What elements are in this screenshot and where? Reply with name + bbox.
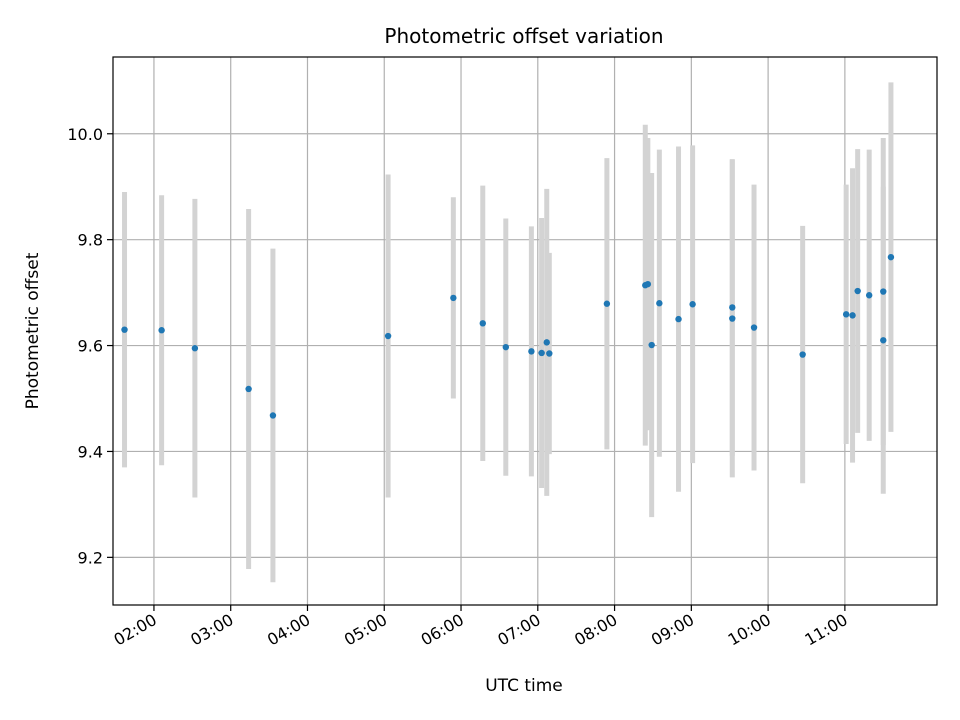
- data-point: [479, 320, 486, 327]
- data-point: [644, 280, 652, 288]
- x-tick-label: 10:00: [725, 610, 774, 650]
- y-tick-label: 9.4: [78, 442, 103, 461]
- data-point: [689, 301, 696, 308]
- y-tick-label: 9.2: [78, 548, 103, 567]
- data-point: [849, 312, 856, 319]
- grid-layer: [113, 57, 937, 605]
- y-axis-title: Photometric offset: [23, 252, 43, 409]
- data-point: [538, 349, 545, 357]
- data-point: [729, 304, 736, 311]
- data-point: [269, 412, 277, 419]
- x-tick-label: 03:00: [187, 610, 236, 650]
- data-point: [191, 345, 199, 352]
- data-point: [450, 294, 457, 302]
- data-point: [502, 343, 510, 351]
- data-point: [880, 288, 887, 295]
- x-tick-label: 02:00: [111, 610, 160, 650]
- data-point: [528, 348, 535, 355]
- y-tick-label: 9.6: [78, 337, 103, 356]
- x-tick-label: 07:00: [494, 610, 543, 650]
- data-point: [880, 337, 887, 344]
- chart-title: Photometric offset variation: [384, 24, 663, 48]
- data-point: [603, 300, 611, 307]
- data-point: [750, 324, 758, 331]
- data-point: [656, 300, 663, 307]
- x-tick-label: 11:00: [801, 610, 850, 650]
- data-point: [158, 327, 165, 334]
- x-tick-label: 04:00: [264, 610, 313, 650]
- plot-frame: [112, 56, 938, 606]
- x-tick-label: 06:00: [418, 610, 467, 650]
- data-point: [842, 311, 850, 318]
- data-point: [384, 332, 392, 340]
- data-point: [854, 287, 861, 295]
- x-axis-title: UTC time: [485, 676, 563, 696]
- data-point: [729, 315, 736, 322]
- data-point: [799, 351, 806, 358]
- data-point: [121, 326, 128, 333]
- data-point: [887, 253, 895, 261]
- data-point: [675, 315, 682, 323]
- data-point: [245, 385, 252, 393]
- data-point: [543, 339, 550, 346]
- data-point: [865, 292, 873, 299]
- y-tick-label: 10.0: [67, 125, 103, 144]
- point-layer: [121, 253, 895, 419]
- errorbar-layer: [122, 82, 894, 583]
- y-tick-label: 9.8: [78, 231, 103, 250]
- x-tick-label: 09:00: [648, 610, 697, 650]
- x-tick-label: 05:00: [341, 610, 390, 650]
- data-point: [546, 350, 553, 357]
- x-tick-label: 08:00: [571, 610, 620, 650]
- data-point: [648, 341, 655, 349]
